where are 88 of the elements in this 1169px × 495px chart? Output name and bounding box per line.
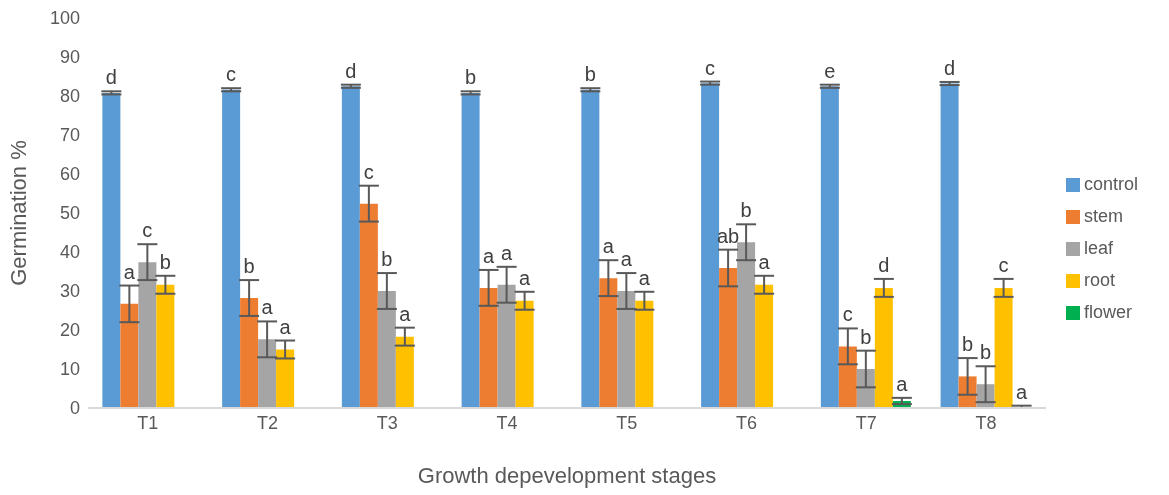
y-tick-label: 70 [59,125,80,146]
bar [258,339,277,408]
bar [940,83,959,408]
bar [461,92,480,408]
bar [515,300,534,408]
data-label: b [962,333,974,356]
y-tick-label: 50 [59,203,80,224]
y-tick-label: 20 [59,320,80,341]
data-label: c [142,219,153,242]
data-label: d [105,66,117,89]
bar [755,284,774,408]
x-tick-label: T1 [137,412,159,433]
bar [701,83,720,408]
x-tick-label: T5 [616,412,638,433]
y-tick-label: 60 [59,164,80,185]
data-label: a [123,260,136,283]
y-tick-label: 40 [59,242,80,263]
x-tick-label: T4 [496,412,518,433]
data-label: b [740,199,752,222]
data-label: a [279,315,292,338]
data-label: b [980,341,992,364]
data-label: a [483,244,496,267]
bar [276,349,295,408]
bar [222,89,241,408]
legend-label: leaf [1083,238,1113,258]
data-label: b [381,248,393,271]
y-axis-title: Germination % [5,140,31,286]
bar [617,291,636,408]
bar [240,298,259,408]
data-label: c [998,253,1009,276]
bar [599,278,618,408]
y-tick-label: 80 [59,86,80,107]
bar [497,284,516,408]
x-tick-label: T6 [736,412,758,433]
bar [156,284,175,408]
bar [737,242,756,408]
bar [359,203,378,408]
bar [838,346,857,408]
bar [102,92,121,408]
data-label: c [363,160,374,183]
legend-label: control [1083,174,1138,194]
data-label: b [243,255,255,278]
data-label: b [584,63,596,86]
x-tick-label: T2 [257,412,279,433]
x-axis-title: Growth depevelopment stages [417,463,717,488]
data-label: d [944,56,956,79]
legend-label: root [1083,270,1115,290]
y-tick-label: 90 [59,47,80,68]
data-label: d [345,59,357,82]
data-label: e [824,59,836,82]
data-label: b [465,66,477,89]
bar [719,267,738,408]
y-tick-label: 100 [49,8,80,29]
bar [120,303,139,408]
bar [581,89,600,408]
bar [874,287,893,408]
data-label: a [896,372,909,395]
legend-label: flower [1083,302,1132,322]
data-label: a [758,250,771,273]
y-tick-label: 0 [69,398,80,419]
legend-label: stem [1083,206,1123,226]
data-label: a [519,266,532,289]
y-tick-label: 30 [59,281,80,302]
data-label: b [860,325,872,348]
data-label: a [620,248,633,271]
bar [377,291,396,408]
y-tick-label: 10 [59,359,80,380]
data-label: d [878,253,890,276]
bar [479,287,498,408]
data-label: a [399,302,412,325]
data-label: b [159,250,171,273]
data-label: a [501,241,514,264]
data-label: a [602,235,615,258]
bar [138,262,157,408]
bar [820,86,839,408]
bar [994,287,1013,408]
data-label: a [1016,380,1029,403]
data-label: c [705,56,716,79]
data-label: a [261,296,274,319]
bar [635,300,654,408]
x-tick-label: T7 [855,412,877,433]
x-tick-label: T3 [376,412,398,433]
data-label: c [842,303,853,326]
data-label: a [638,266,651,289]
x-tick-label: T8 [975,412,997,433]
bar [341,86,360,408]
bar [395,336,414,408]
data-label: c [226,63,237,86]
